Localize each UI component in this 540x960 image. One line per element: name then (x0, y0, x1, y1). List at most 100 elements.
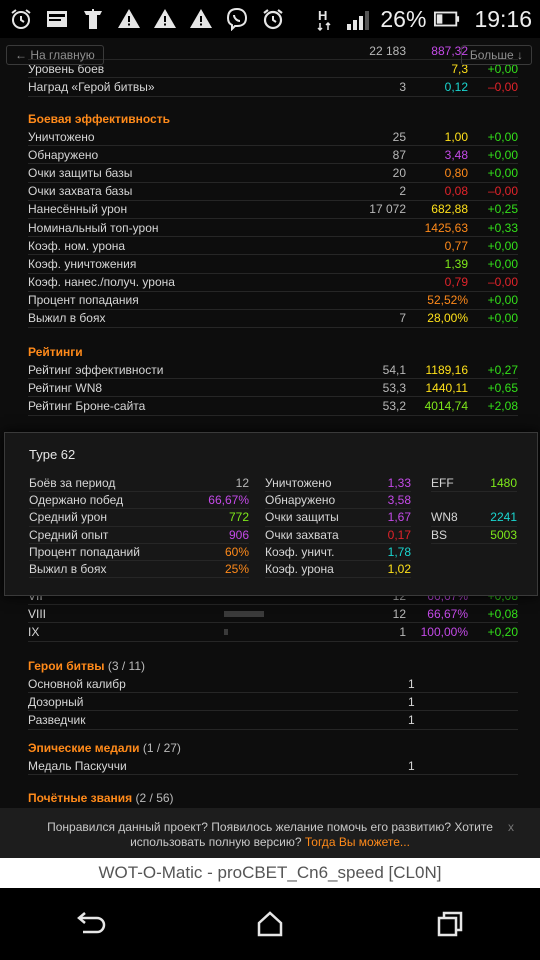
alarm-clock-icon (260, 6, 286, 32)
row-count: 3 (399, 79, 406, 94)
tooltip-stat: Коэф. урона 1,02 (265, 561, 411, 579)
stat-value: 1,02 (387, 562, 411, 577)
battle-efficiency-rows: Уничтожено 25 1,00 +0,00 Обнаружено 87 3,48 +0,… (28, 128, 518, 329)
row-label: Рейтинг WN8 (28, 380, 103, 395)
row-value: 66,67% (427, 606, 468, 621)
row-delta: +0,00 (487, 147, 518, 162)
row-value: 28,00% (427, 311, 468, 326)
stat-value: 12 (235, 476, 249, 491)
row-label: Выжил в боях (28, 311, 106, 326)
row-label: Очки защиты базы (28, 165, 133, 180)
tier-label: VIII (28, 606, 47, 621)
tooltip-stat: Средний урон 772 (29, 509, 249, 527)
row-count: 87 (392, 147, 406, 162)
row-delta: +0,00 (487, 256, 518, 271)
tier-bar-fill (224, 610, 264, 617)
row-delta: +0,27 (487, 362, 518, 377)
tooltip-column-1: Боёв за период 12 Одержано побед 66,67% Сред… (29, 475, 249, 579)
row-count: 22 183 (369, 43, 406, 58)
row-value: 887,32 (431, 43, 468, 58)
stat-label: BS (431, 527, 448, 542)
tooltip-stat: BS 5003 (431, 527, 517, 544)
section-title: Почётные звания (2 / 56) (28, 789, 518, 807)
list-item: Разведчик 1 (28, 711, 518, 730)
home-icon (257, 911, 283, 937)
tooltip-stat: EFF 1480 (431, 475, 517, 493)
banner-close-button[interactable]: x (508, 820, 514, 834)
donate-banner: Понравился данный проект? Появилось жела… (0, 808, 540, 858)
row-count: 20 (392, 165, 406, 180)
table-row: Коэф. ном. урона 0,77 +0,00 (28, 237, 518, 256)
list-item: Медаль Паскуччи 1 (28, 757, 518, 776)
row-delta: +0,00 (487, 129, 518, 144)
tooltip-stat: Средний опыт 906 (29, 527, 249, 544)
row-label: Уничтожено (28, 129, 95, 144)
tooltip-stat: Очки захвата 0,17 (265, 527, 411, 544)
table-row: Уничтожено 25 1,00 +0,00 (28, 128, 518, 147)
signal-icon (346, 6, 372, 32)
table-row: Обнаружено 87 3,48 +0,00 (28, 146, 518, 165)
stat-value: 25% (224, 562, 249, 577)
row-count: 7 (399, 311, 406, 326)
row-count: 53,2 (382, 398, 406, 413)
list-item: Основной калибр 1 (28, 675, 518, 694)
home-link[interactable]: ← На главную (6, 45, 104, 65)
home-button[interactable] (240, 899, 300, 949)
banner-link[interactable]: Тогда Вы можете... (304, 835, 410, 849)
tier-bar-fill (224, 628, 228, 635)
ratings-section: Рейтинги Рейтинг эффективности 54,1 1189,1… (28, 343, 518, 416)
tooltip-column-3: EFF 1480 WN8 2241 BS 5003 (431, 475, 517, 544)
recents-button[interactable] (420, 899, 480, 949)
tooltip-stat: Обнаружено 3,58 (265, 492, 411, 510)
network-h-icon: H (312, 6, 338, 32)
table-row: Коэф. уничтожения 1,39 +0,00 (28, 255, 518, 274)
row-value: 0,79 (444, 275, 468, 290)
honors-section: Почётные звания (2 / 56) (28, 789, 518, 807)
row-count: 1 (399, 624, 406, 639)
row-count: 2 (399, 184, 406, 199)
section-title: Эпические медали (1 / 27) (28, 739, 518, 757)
row-label: Коэф. уничтожения (28, 256, 137, 271)
alarm-icon (8, 6, 34, 32)
item-label: Дозорный (28, 694, 84, 709)
banner-text: Понравился данный проект? Появилось жела… (47, 820, 493, 849)
stat-value: 0,17 (387, 527, 411, 542)
table-row: 22 183 887,32 (28, 42, 518, 61)
stat-label: Очки защиты (265, 510, 339, 525)
table-row: VIII 12 66,67% +0,08 (28, 605, 518, 624)
row-value: 0,80 (444, 165, 468, 180)
stat-label: EFF (431, 476, 454, 491)
battery-percent: 26% (380, 5, 427, 32)
row-delta: +0,08 (487, 606, 518, 621)
stats-content[interactable]: 22 183 887,32 Уровень боев 7,3 +0,00 Наг… (0, 38, 540, 808)
top-stats-section: 22 183 887,32 Уровень боев 7,3 +0,00 Наг… (28, 42, 518, 97)
svg-text:H: H (318, 8, 327, 23)
item-value: 1 (408, 758, 415, 773)
item-value: 1 (408, 676, 415, 691)
tier-bar (224, 628, 346, 635)
section-count: (2 / 56) (135, 791, 174, 805)
stat-label: WN8 (431, 510, 458, 525)
table-row: Уровень боев 7,3 +0,00 (28, 60, 518, 79)
heroes-section: Герои битвы (3 / 11) Основной калибр 1 Доз… (28, 657, 518, 730)
warning-icon (152, 6, 178, 32)
stat-value: 772 (228, 510, 249, 525)
tooltip-stat: Боёв за период 12 (29, 475, 249, 493)
battle-efficiency-section: Боевая эффективность Уничтожено 25 1,00 +0,… (28, 110, 518, 329)
stat-value: 60% (224, 544, 249, 559)
back-button[interactable] (60, 899, 120, 949)
section-title: Герои битвы (3 / 11) (28, 657, 518, 675)
status-bar: H 26% 19:16 (0, 0, 540, 38)
row-value: 1440,11 (425, 380, 469, 395)
row-value: 3,48 (444, 147, 468, 162)
stat-label: Одержано побед (29, 493, 124, 508)
row-delta: +2,08 (487, 398, 518, 413)
table-row: Наград «Герой битвы» 3 0,12 –0,00 (28, 78, 518, 97)
row-label: Нанесённый урон (28, 202, 128, 217)
row-delta: +0,00 (487, 61, 518, 76)
battery-icon (434, 6, 460, 32)
row-delta: –0,00 (487, 275, 518, 290)
tooltip-stat: Очки защиты 1,67 (265, 509, 411, 527)
row-value: 1425,63 (424, 220, 468, 235)
more-button[interactable]: Больше ↓ (460, 45, 532, 65)
